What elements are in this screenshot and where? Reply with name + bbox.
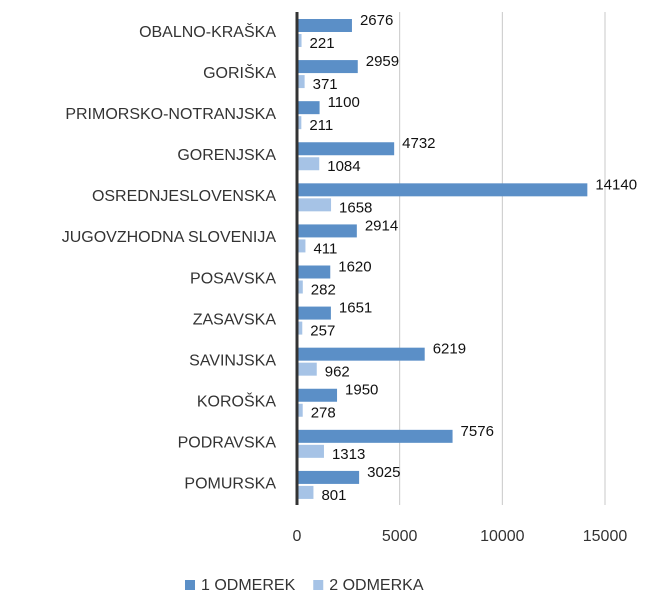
data-label: 278: [311, 405, 336, 422]
x-tick-label: 5000: [382, 528, 418, 545]
data-label: 7576: [461, 423, 494, 440]
data-label: 221: [310, 35, 335, 52]
y-tick-label: POMURSKA: [184, 476, 276, 493]
y-tick-label: OSREDNJESLOVENSKA: [92, 188, 276, 205]
bar: [297, 265, 331, 279]
bar: [297, 142, 395, 156]
x-tick-label: 10000: [480, 528, 525, 545]
bar: [297, 19, 352, 32]
x-tick-label: 0: [293, 528, 302, 545]
data-label: 257: [310, 323, 335, 340]
x-tick-label: 15000: [583, 528, 628, 545]
data-label: 2914: [365, 217, 398, 234]
bar: [297, 362, 317, 376]
data-label: 1950: [345, 382, 378, 399]
bar: [297, 388, 338, 402]
bar: [297, 280, 303, 294]
y-tick-label: JUGOVZHODNA SLOVENIJA: [62, 229, 277, 246]
data-label: 1084: [327, 158, 360, 175]
data-label: 4732: [402, 135, 435, 152]
bar: [297, 198, 332, 212]
data-label: 801: [321, 487, 346, 504]
data-label: 962: [325, 364, 350, 381]
bar: [297, 485, 314, 499]
y-tick-label: PODRAVSKA: [178, 435, 277, 452]
bar: [297, 183, 588, 197]
data-label: 1658: [339, 199, 372, 216]
legend-swatch: [185, 580, 195, 590]
data-label: 282: [311, 281, 336, 298]
data-label: 14140: [595, 176, 637, 193]
data-label: 1620: [338, 258, 371, 275]
bar: [297, 429, 453, 443]
data-label: 2959: [366, 53, 399, 70]
legend-label: 2 ODMERKA: [329, 577, 424, 594]
bar: [297, 60, 358, 74]
bar: [297, 347, 425, 361]
data-label: 2676: [360, 12, 393, 29]
y-tick-label: GORENJSKA: [177, 147, 276, 164]
bar: [297, 75, 305, 89]
data-label: 371: [313, 76, 338, 93]
bar: [297, 239, 306, 253]
y-tick-label: KOROŠKA: [197, 392, 276, 411]
bar: [297, 306, 331, 320]
data-label: 1651: [339, 300, 372, 317]
bar: [297, 116, 302, 130]
bar: [297, 224, 357, 238]
y-tick-label: GORIŠKA: [203, 63, 276, 82]
data-label: 6219: [433, 341, 466, 358]
bar: [297, 321, 303, 335]
y-tick-label: ZASAVSKA: [193, 311, 277, 328]
bar: [297, 101, 320, 115]
data-label: 1313: [332, 446, 365, 463]
y-tick-label: SAVINJSKA: [189, 352, 276, 369]
y-tick-label: OBALNO-KRAŠKA: [139, 22, 276, 41]
legend-swatch: [313, 580, 324, 590]
data-label: 411: [313, 240, 337, 257]
data-label: 1100: [328, 94, 360, 111]
bar: [297, 34, 302, 47]
bar: [297, 157, 320, 171]
legend-label: 1 ODMEREK: [201, 577, 296, 594]
bar: [297, 403, 303, 417]
y-tick-label: POSAVSKA: [190, 270, 276, 287]
y-tick-label: PRIMORSKO-NOTRANJSKA: [65, 106, 276, 123]
data-label: 3025: [367, 464, 400, 481]
bar: [297, 444, 324, 458]
bar: [297, 470, 360, 484]
data-label: 211: [309, 117, 333, 134]
